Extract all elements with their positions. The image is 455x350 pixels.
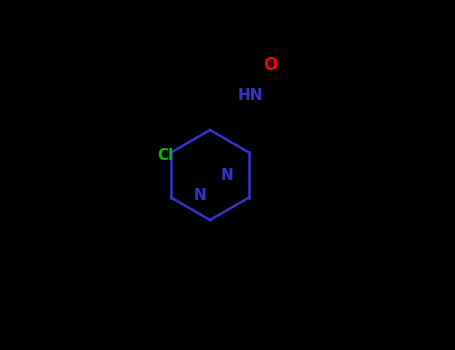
Text: Cl: Cl: [157, 147, 173, 162]
Text: O: O: [263, 56, 277, 74]
Text: N: N: [221, 168, 233, 182]
Text: HN: HN: [237, 88, 263, 103]
Text: N: N: [194, 188, 207, 203]
